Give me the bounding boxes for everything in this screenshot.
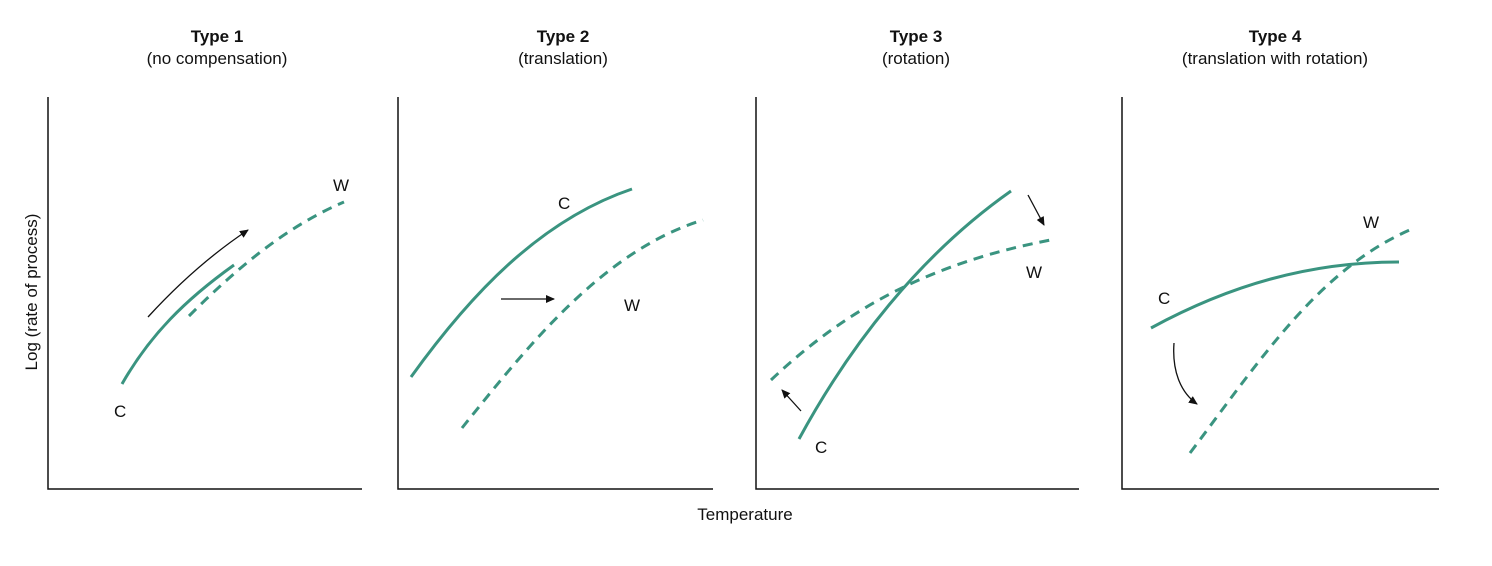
panel-3-subtitle: (rotation) [881, 49, 951, 68]
panel-4-label-c: C [1158, 289, 1170, 308]
panel-2-axes [397, 97, 713, 490]
panel-2-curve-w [460, 218, 704, 429]
panel-1-subtitle: (no compensation) [146, 49, 288, 68]
panel-1: C W [47, 97, 362, 490]
panel-1-arrow [147, 229, 249, 318]
panel-4-axes [1121, 97, 1439, 490]
panel-3-axes [755, 97, 1079, 490]
panel-4-title: Type 4 (translation with rotation) [1145, 26, 1405, 70]
panel-3-title: Type 3 (rotation) [786, 26, 1046, 70]
panel-4-label-w: W [1363, 213, 1379, 232]
panel-1-title: Type 1 (no compensation) [87, 26, 347, 70]
panel-2-type: Type 2 [536, 27, 590, 46]
panel-1-axes [47, 97, 362, 490]
panel-3-curve-w [769, 237, 1057, 382]
panel-3: C W [755, 97, 1079, 490]
panel-3-type: Type 3 [889, 27, 943, 46]
panel-2-curve-c [409, 187, 633, 378]
panel-2: C W [397, 97, 713, 490]
panel-3-label-w: W [1026, 263, 1042, 282]
panel-4-subtitle: (translation with rotation) [1181, 49, 1369, 68]
panel-2-subtitle: (translation) [518, 49, 608, 68]
panel-2-label-w: W [624, 296, 640, 315]
panel-2-label-c: C [558, 194, 570, 213]
panel-3-arrow-left [781, 389, 802, 412]
panel-2-title: Type 2 (translation) [433, 26, 693, 70]
panel-1-label-c: C [114, 402, 126, 421]
panel-1-label-w: W [333, 176, 349, 195]
panel-4-curve-c [1150, 260, 1400, 330]
panel-4-arrow [1173, 342, 1198, 405]
panel-4-type: Type 4 [1248, 27, 1302, 46]
panel-4-curve-w [1188, 227, 1413, 454]
panel-1-type: Type 1 [190, 27, 244, 46]
panel-3-curve-c [797, 189, 1012, 440]
panel-1-curve-c [120, 263, 235, 385]
panel-1-curve-w [187, 200, 345, 318]
panel-4: C W [1121, 97, 1439, 490]
panel-3-label-c: C [815, 438, 827, 457]
y-axis-label: Log (rate of process) [22, 213, 41, 371]
panel-3-arrow-right [1027, 194, 1045, 226]
x-axis-label: Temperature [697, 505, 793, 524]
